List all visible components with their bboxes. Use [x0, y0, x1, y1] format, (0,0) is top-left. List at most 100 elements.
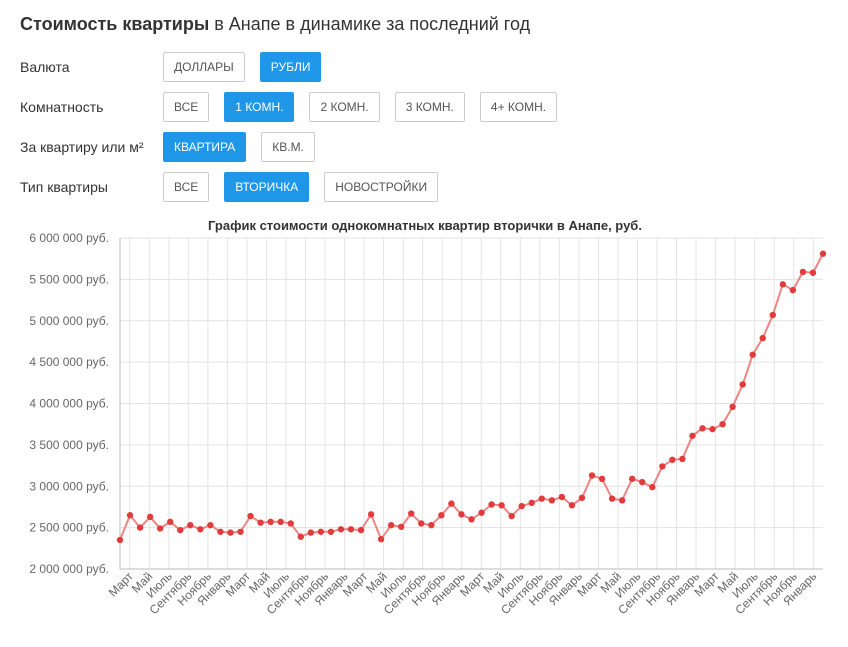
data-point — [377, 536, 385, 543]
data-point — [618, 497, 626, 504]
data-point — [769, 311, 776, 319]
series-line — [119, 253, 824, 542]
filter-type: Тип квартиры ВСЕ ВТОРИЧКА НОВОСТРОЙКИ — [20, 172, 453, 202]
data-point — [458, 511, 465, 518]
data-point — [518, 502, 525, 510]
data-point — [598, 475, 606, 483]
data-point — [468, 516, 475, 523]
data-point — [227, 529, 234, 536]
data-point — [799, 268, 807, 276]
data-point — [327, 528, 335, 535]
data-point — [679, 455, 686, 463]
data-point — [709, 425, 716, 433]
data-point — [197, 526, 204, 533]
type-secondary-button[interactable]: ВТОРИЧКА — [224, 172, 310, 202]
unit-apartment-button[interactable]: КВАРТИРА — [163, 132, 247, 162]
filter-unit-label: За квартиру или м² — [20, 139, 144, 155]
y-tick-label: 3 500 000 руб. — [29, 438, 109, 452]
page-title-bold: Стоимость квартиры — [20, 14, 210, 34]
data-point — [307, 529, 315, 536]
y-tick-label: 4 000 000 руб. — [29, 397, 109, 411]
data-point — [749, 351, 756, 358]
type-all-button[interactable]: ВСЕ — [163, 172, 210, 202]
data-point — [187, 521, 194, 529]
data-point — [719, 420, 726, 428]
y-axis: 2 000 000 руб. 2 500 000 руб. 3 000 000 ру… — [29, 231, 109, 576]
data-point — [177, 526, 184, 534]
data-point — [649, 483, 656, 491]
rooms-3-button[interactable]: 3 КОМН. — [394, 92, 465, 122]
data-point — [448, 500, 455, 507]
x-axis: МартМайИюльСентябрьНоябрьЯнварьМартМайИю… — [106, 569, 820, 617]
data-point — [217, 528, 224, 535]
data-point — [257, 519, 264, 526]
rooms-all-button[interactable]: ВСЕ — [163, 92, 210, 122]
data-point — [578, 494, 586, 502]
y-tick-label: 2 000 000 руб. — [29, 562, 109, 576]
data-point — [608, 495, 616, 502]
data-point — [789, 286, 797, 294]
data-point — [639, 478, 646, 486]
data-point — [588, 472, 596, 479]
data-point — [699, 425, 706, 432]
data-point — [669, 456, 676, 463]
data-point — [146, 513, 154, 521]
rooms-4plus-button[interactable]: 4+ КОМН. — [479, 92, 558, 122]
currency-dollars-button[interactable]: ДОЛЛАРЫ — [163, 52, 245, 82]
data-point — [126, 512, 134, 519]
data-point — [287, 520, 294, 527]
data-point — [337, 526, 345, 533]
data-point — [277, 518, 284, 526]
data-point — [267, 518, 274, 526]
data-point — [819, 250, 827, 257]
rooms-2-button[interactable]: 2 КОМН. — [309, 92, 380, 122]
data-point — [347, 526, 355, 533]
y-tick-label: 5 500 000 руб. — [29, 272, 109, 286]
y-tick-label: 5 000 000 руб. — [29, 314, 109, 328]
data-point — [398, 523, 405, 530]
data-point — [759, 334, 766, 342]
data-point — [297, 533, 304, 540]
y-tick-label: 6 000 000 руб. — [29, 231, 109, 245]
data-point — [558, 493, 566, 501]
data-point — [488, 501, 495, 508]
data-point — [568, 502, 576, 509]
currency-rubles-button[interactable]: РУБЛИ — [259, 52, 322, 82]
filter-currency: Валюта ДОЛЛАРЫ РУБЛИ — [20, 52, 336, 82]
y-tick-label: 3 000 000 руб. — [29, 479, 109, 493]
y-tick-label: 2 500 000 руб. — [29, 521, 109, 535]
data-point — [428, 521, 435, 529]
price-chart: График стоимости однокомнатных квартир в… — [29, 218, 827, 617]
data-point — [628, 475, 636, 483]
unit-sqm-button[interactable]: КВ.М. — [261, 132, 315, 162]
data-point — [237, 528, 244, 535]
filter-rooms: Комнатность ВСЕ 1 КОМН. 2 КОМН. 3 КОМН. … — [20, 92, 572, 122]
data-point — [528, 499, 535, 506]
page-title: Стоимость квартиры в Анапе в динамике за… — [20, 14, 530, 35]
data-point — [478, 509, 485, 516]
chart-title: График стоимости однокомнатных квартир в… — [208, 218, 642, 233]
data-point — [357, 526, 365, 534]
data-point — [387, 521, 395, 529]
data-point — [548, 497, 556, 504]
rooms-1-button[interactable]: 1 КОМН. — [224, 92, 295, 122]
page-title-rest: в Анапе в динамике за последний год — [209, 14, 531, 34]
data-point — [116, 536, 124, 544]
data-point — [418, 520, 425, 527]
data-point — [729, 403, 736, 411]
data-point — [408, 510, 415, 517]
data-point — [438, 512, 445, 519]
data-point — [508, 512, 515, 520]
data-point — [207, 521, 214, 529]
data-point — [317, 528, 325, 535]
filter-type-label: Тип квартиры — [20, 179, 108, 195]
data-point — [367, 511, 375, 518]
data-point — [498, 502, 505, 509]
filter-rooms-label: Комнатность — [20, 99, 104, 115]
type-new-button[interactable]: НОВОСТРОЙКИ — [324, 172, 439, 202]
data-point — [739, 381, 746, 388]
data-point — [136, 524, 144, 531]
y-tick-label: 4 500 000 руб. — [29, 355, 109, 369]
data-point — [167, 518, 174, 526]
filter-unit: За квартиру или м² КВАРТИРА КВ.М. — [20, 132, 330, 162]
